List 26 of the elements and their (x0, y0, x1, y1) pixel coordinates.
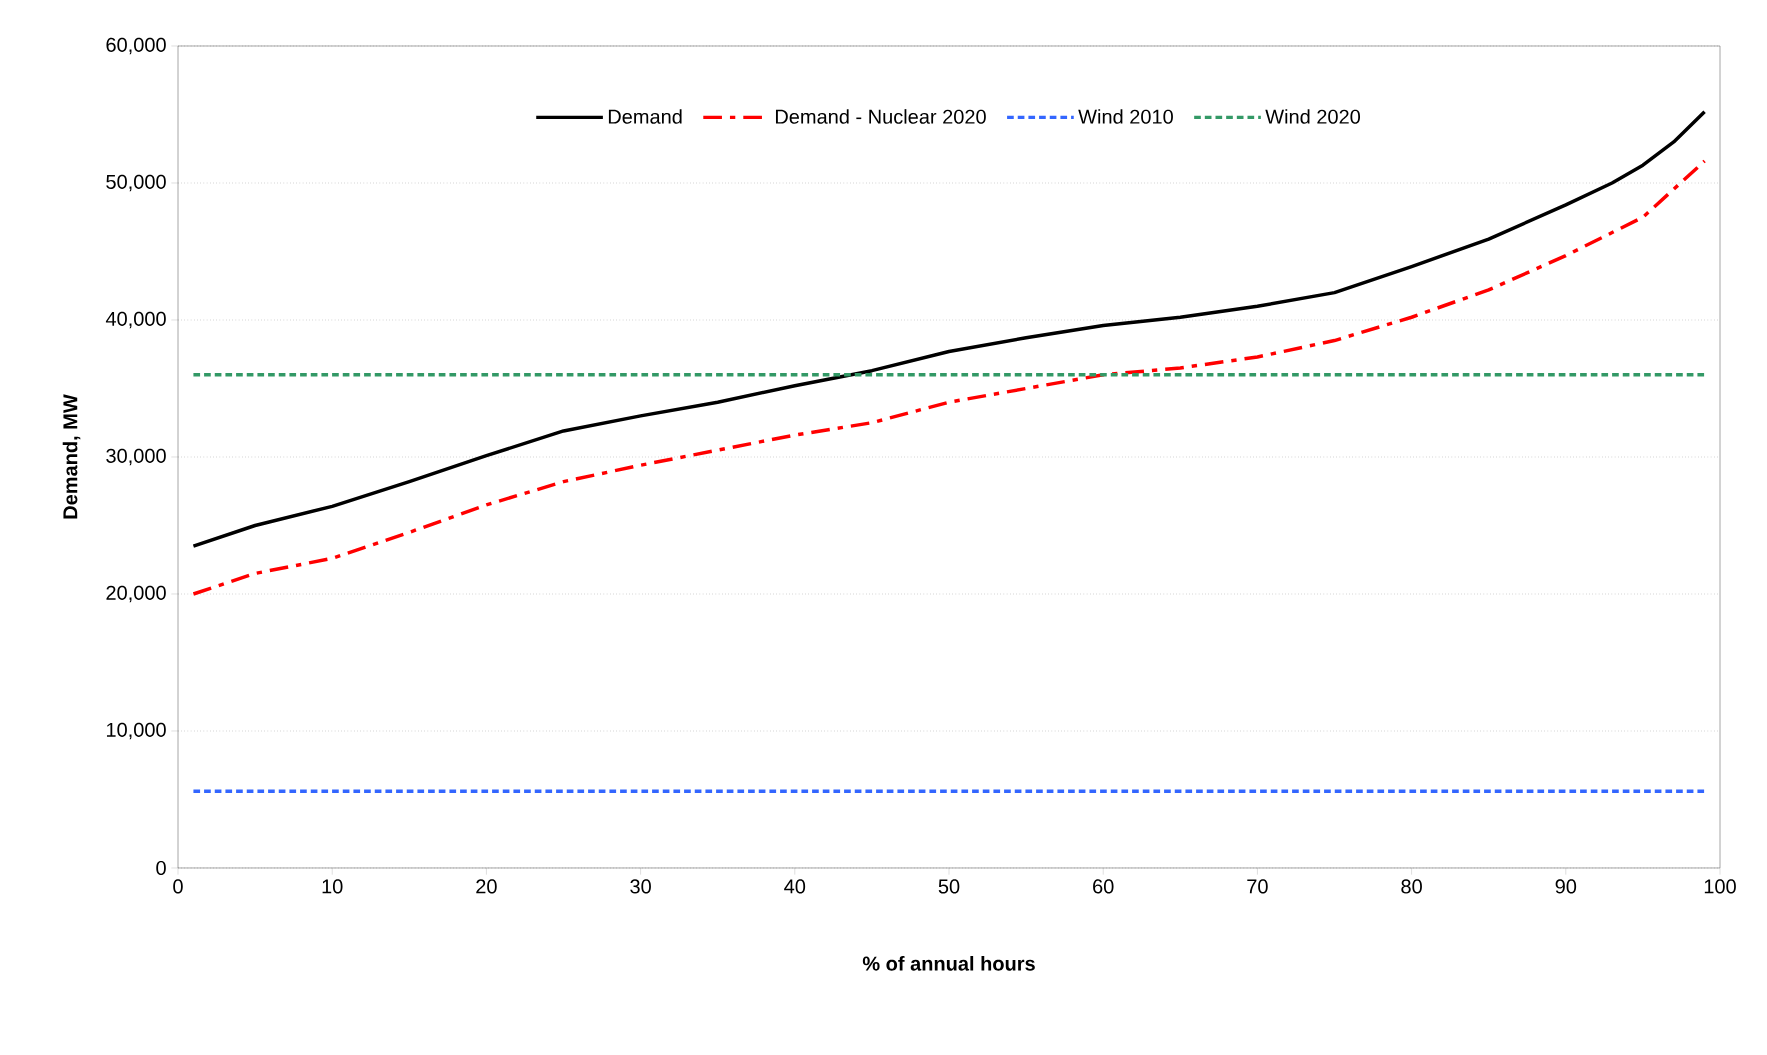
y-axis-title: Demand, MW (62, 394, 81, 519)
x-tick-label: 20 (476, 879, 497, 894)
line-series (191, 110, 1707, 548)
y-tick-label: 60,000 (106, 37, 166, 55)
x-tick-label: 80 (1401, 879, 1422, 894)
legend-label: Demand - Nuclear 2020 (775, 109, 986, 124)
x-tick-label: 40 (784, 879, 806, 894)
x-tick-label: 60 (1093, 879, 1114, 894)
x-tick-label: 70 (1247, 879, 1268, 894)
y-tick-label: 10,000 (106, 722, 166, 740)
x-tick-label: 100 (1704, 879, 1736, 894)
x-tick-label: 50 (938, 879, 960, 894)
x-tick-label: 0 (173, 879, 183, 894)
x-tick-label: 10 (322, 879, 343, 894)
legend-label: Wind 2010 (1078, 109, 1173, 124)
y-tick-label: 20,000 (106, 585, 166, 603)
x-axis-title: % of annual hours (862, 956, 1035, 971)
x-tick-label: 90 (1555, 879, 1577, 894)
legend-label: Demand (608, 109, 682, 124)
y-tick-label: 0 (156, 860, 166, 876)
line-series (191, 159, 1707, 596)
y-tick-label: 40,000 (105, 311, 166, 329)
y-tick-label: 50,000 (106, 174, 166, 192)
y-tick-label: 30,000 (106, 448, 166, 466)
legend-label: Wind 2020 (1265, 109, 1361, 124)
x-tick-label: 30 (630, 879, 651, 894)
